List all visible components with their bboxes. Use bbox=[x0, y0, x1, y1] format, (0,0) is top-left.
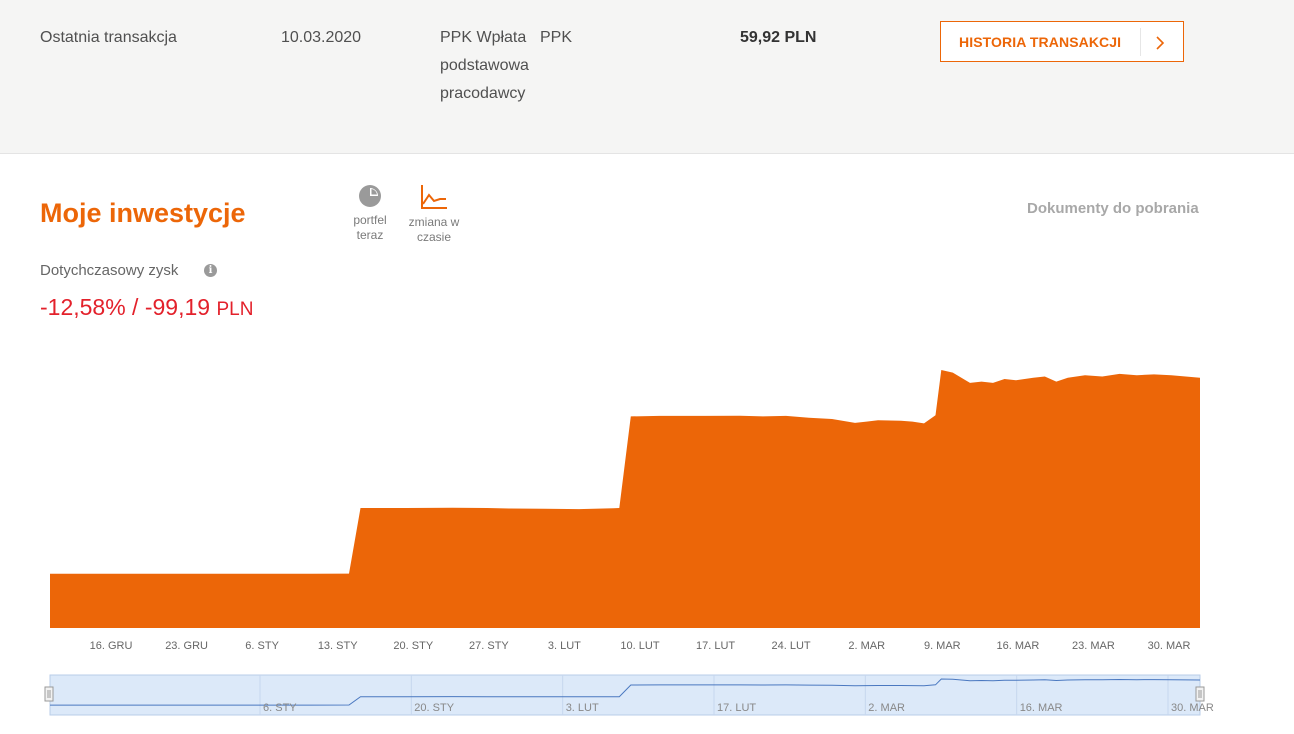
x-axis-tick: 30. MAR bbox=[1148, 640, 1191, 652]
x-axis-tick: 20. STY bbox=[393, 640, 433, 652]
chevron-right-icon bbox=[1156, 36, 1165, 50]
last-transaction-type: PPK Wpłata podstawowa pracodawcy bbox=[440, 29, 529, 102]
last-transaction-date: 10.03.2020 bbox=[281, 29, 362, 46]
chart-area-series bbox=[50, 370, 1200, 628]
view-portfolio-now[interactable]: portfel teraz bbox=[335, 184, 405, 243]
total-gain-value: -12,58% / -99,19 PLN bbox=[40, 294, 253, 321]
navigator-tick: 3. LUT bbox=[566, 702, 599, 714]
navigator-handle-left[interactable] bbox=[44, 686, 54, 702]
last-transaction-panel: Ostatnia transakcja 10.03.2020 PPK Wpłat… bbox=[0, 0, 1294, 154]
x-axis-tick: 16. GRU bbox=[90, 640, 133, 652]
page-title: Moje inwestycje bbox=[40, 198, 246, 228]
x-axis-tick: 17. LUT bbox=[696, 640, 735, 652]
view-change-over-time[interactable]: zmiana w czasie bbox=[399, 184, 469, 245]
x-axis-tick: 27. STY bbox=[469, 640, 509, 652]
x-axis-tick: 9. MAR bbox=[924, 640, 961, 652]
navigator-tick: 6. STY bbox=[263, 702, 297, 714]
last-transaction-amount: 59,92 PLN bbox=[740, 29, 817, 46]
last-transaction-label: Ostatnia transakcja bbox=[40, 29, 177, 46]
navigator-tick: 2. MAR bbox=[868, 702, 905, 714]
navigator-tick: 16. MAR bbox=[1020, 702, 1063, 714]
info-icon[interactable]: i bbox=[204, 264, 217, 277]
last-transaction-fund: PPK bbox=[540, 29, 573, 46]
navigator-series-line bbox=[50, 678, 1201, 706]
navigator-tick: 30. MAR bbox=[1171, 702, 1214, 714]
view-change-label: zmiana w czasie bbox=[408, 215, 460, 244]
transaction-history-button[interactable]: HISTORIA TRANSAKCJI bbox=[940, 21, 1184, 62]
x-axis-tick: 24. LUT bbox=[772, 640, 811, 652]
navigator-handle-right[interactable] bbox=[1195, 686, 1205, 702]
navigator-tick: 17. LUT bbox=[717, 702, 756, 714]
transaction-history-label: HISTORIA TRANSAKCJI bbox=[959, 34, 1122, 50]
gain-percent-amount: -12,58% / -99,19 bbox=[40, 294, 211, 320]
x-axis-tick: 2. MAR bbox=[848, 640, 885, 652]
x-axis-tick: 23. MAR bbox=[1072, 640, 1115, 652]
x-axis-tick: 23. GRU bbox=[165, 640, 208, 652]
gain-currency: PLN bbox=[216, 299, 254, 320]
x-axis-tick: 16. MAR bbox=[997, 640, 1040, 652]
total-gain-label: Dotychczasowy zysk bbox=[40, 262, 179, 279]
x-axis-tick: 3. LUT bbox=[548, 640, 581, 652]
pie-chart-icon bbox=[359, 185, 381, 207]
x-axis-tick: 6. STY bbox=[245, 640, 279, 652]
documents-link[interactable]: Dokumenty do pobrania bbox=[1027, 200, 1199, 217]
x-axis-tick: 13. STY bbox=[318, 640, 358, 652]
line-chart-icon bbox=[421, 185, 447, 209]
view-portfolio-label: portfel teraz bbox=[353, 213, 387, 242]
button-divider bbox=[1140, 28, 1141, 56]
chart-navigator[interactable]: 6. STY 20. STY 3. LUT 17. LUT 2. MAR 16. MAR 3… bbox=[0, 670, 1294, 730]
investment-area-chart: 16. GRU 23. GRU 6. STY 13. STY 20. STY 27. ST… bbox=[50, 370, 1200, 652]
x-axis-tick: 10. LUT bbox=[620, 640, 659, 652]
navigator-tick: 20. STY bbox=[414, 702, 454, 714]
